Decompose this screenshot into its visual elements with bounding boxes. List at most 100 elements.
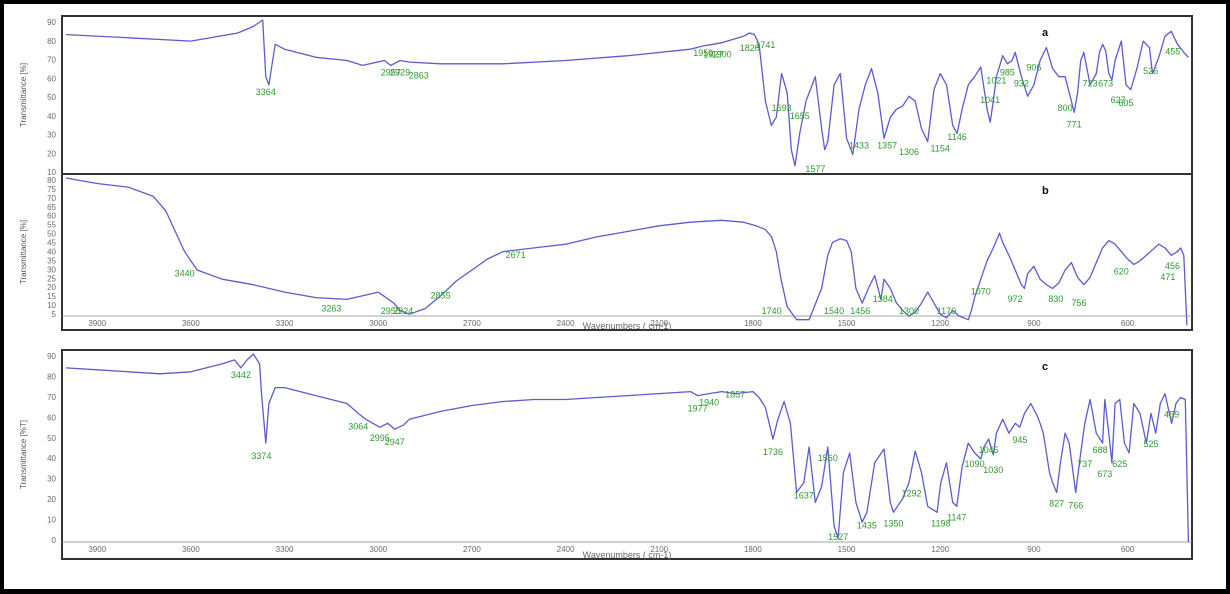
panel-c-peak-label: 1147: [947, 512, 966, 522]
panel-a-frame: [61, 15, 1193, 175]
panel-c-peak-label: 1198: [931, 518, 950, 528]
panel-c-peak-label: 2947: [385, 437, 405, 447]
panel-b-xtick-label: 2700: [463, 319, 481, 328]
panel-b-xtick-label: 600: [1121, 319, 1135, 328]
panel-a-peak-label: 723: [1083, 79, 1098, 89]
panel-c-ytick-label: 10: [47, 516, 56, 525]
panel-c-xtick-label: 1800: [744, 545, 762, 554]
panel-b-ytick-label: 25: [47, 274, 56, 283]
panel-a-peak-label: 2863: [409, 71, 429, 81]
panel-a-peak-label: 906: [1026, 63, 1041, 73]
panel-b-y-axis-label: Transmittance [%]: [19, 220, 28, 284]
panel-a-peak-label: 1741: [755, 40, 775, 50]
panel-b-peak-label: 471: [1160, 272, 1175, 282]
panel-c-peak-label: 3442: [231, 370, 251, 380]
panel-a-peak-label: 1927: [703, 50, 723, 60]
panel-b-xtick-label: 1500: [838, 319, 856, 328]
panel-c-peak-label: 737: [1077, 459, 1092, 469]
panel-a-peak-label: 771: [1067, 119, 1082, 129]
panel-a-peak-label: 2929: [390, 67, 410, 77]
panel-b-ytick-label: 10: [47, 301, 56, 310]
panel-b-xtick-label: 2400: [557, 319, 575, 328]
panel-a-ytick-label: 10: [47, 168, 56, 177]
panel-b-spectrum-line: [65, 177, 1188, 326]
panel-c-xtick-label: 3600: [182, 545, 200, 554]
panel-c-ytick-label: 50: [47, 434, 56, 443]
panel-a-ytick-label: 60: [47, 74, 56, 83]
panel-b-peak-label: 3263: [321, 303, 341, 313]
panel-c-ytick-label: 30: [47, 475, 56, 484]
panel-c-ytick-label: 0: [52, 536, 57, 545]
panel-a-peak-label: 3364: [256, 87, 276, 97]
panel-c-peak-label: 1350: [883, 518, 903, 528]
panel-c-ytick-label: 70: [47, 393, 56, 402]
panel-b-xtick-label: 1800: [744, 319, 762, 328]
panel-b-peak-label: 3440: [175, 268, 195, 278]
panel-c-peak-label: 1940: [699, 398, 719, 408]
panel-a-peak-label: 1900: [712, 50, 732, 60]
panel-c-frame: [61, 349, 1193, 560]
panel-c-peak-label: 1045: [979, 445, 999, 455]
panel-b-peak-label: 1540: [824, 306, 844, 316]
panel-b-peak-label: 2671: [506, 250, 526, 260]
panel-b-peak-label: 830: [1048, 294, 1063, 304]
panel-a-peak-label: 673: [1098, 79, 1113, 89]
panel-a-peak-label: 1693: [772, 103, 792, 113]
panel-c-peak-label: 766: [1068, 500, 1083, 510]
panel-b-ytick-label: 65: [47, 203, 56, 212]
panel-c-ytick-label: 90: [47, 352, 56, 361]
panel-c-peak-label: 625: [1112, 459, 1127, 469]
panel-c-peak-label: 525: [1143, 439, 1158, 449]
panel-c-peak-label: 1435: [857, 520, 877, 530]
panel-c-peak-label: 1292: [901, 489, 921, 499]
panel-b-xtick-label: 900: [1027, 319, 1041, 328]
panel-b-peak-label: 2924: [393, 306, 413, 316]
panel-c-peak-label: 3374: [251, 451, 271, 461]
panel-b-label: b: [1042, 185, 1049, 197]
panel-c-peak-label: 1977: [688, 403, 708, 413]
panel-c-xtick-label: 3900: [88, 545, 106, 554]
panel-a-peak-label: 526: [1143, 66, 1158, 76]
panel-b-ytick-label: 5: [52, 310, 57, 319]
panel-b-xtick-label: 3900: [88, 319, 106, 328]
panel-a-ytick-label: 80: [47, 37, 56, 46]
panel-c-peak-label: 2995: [370, 433, 390, 443]
panel-c-peak-label: 459: [1164, 409, 1179, 419]
panel-b-ytick-label: 80: [47, 176, 56, 185]
panel-c-x-axis-label: Wavenumbers ( cm-1): [583, 550, 672, 560]
panel-a-ytick-label: 50: [47, 93, 56, 102]
panel-c-peak-label: 827: [1049, 498, 1064, 508]
panel-b-peak-label: 1384: [873, 294, 893, 304]
panel-c-peak-label: 1560: [818, 453, 838, 463]
panel-b-peak-label: 620: [1114, 266, 1129, 276]
panel-c-peak-label: 1736: [763, 447, 783, 457]
panel-b-ytick-label: 55: [47, 221, 56, 230]
panel-b-ytick-label: 30: [47, 265, 56, 274]
panel-a-peak-label: 800: [1058, 103, 1073, 113]
panel-a-ytick-label: 70: [47, 56, 56, 65]
panel-b-ytick-label: 35: [47, 256, 56, 265]
panel-c-xtick-label: 2100: [650, 545, 668, 554]
panel-a-peak-label: 1357: [877, 140, 897, 150]
panel-b-peak-label: 756: [1071, 298, 1086, 308]
panel-c-label: c: [1042, 361, 1048, 373]
panel-b-peak-label: 1740: [762, 306, 782, 316]
panel-b-frame: [61, 173, 1193, 331]
panel-a-peak-label: 1433: [849, 140, 869, 150]
ftir-spectra-figure: 90 80 70 60 50 40 30 20 10 Transmittance [%] 3364 2…: [4, 4, 1226, 589]
panel-b-ytick-label: 45: [47, 239, 56, 248]
panel-a-peak-label: 1021: [986, 75, 1006, 85]
panel-b-xtick-label: 1200: [931, 319, 949, 328]
panel-c-spectrum-line: [65, 353, 1190, 543]
panel-b-xtick-label: 3600: [182, 319, 200, 328]
panel-b-ytick-label: 50: [47, 230, 56, 239]
panel-c-peak-label: 1090: [965, 459, 985, 469]
panel-b-ytick-label: 70: [47, 194, 56, 203]
panel-c-peak-label: 1857: [725, 390, 745, 400]
panel-c-ytick-label: 80: [47, 372, 56, 381]
panel-a-peak-label: 455: [1165, 46, 1180, 56]
panel-c-peak-label: 1030: [983, 465, 1003, 475]
panel-b-ytick-label: 15: [47, 292, 56, 301]
panel-b-xtick-label: 3300: [276, 319, 294, 328]
